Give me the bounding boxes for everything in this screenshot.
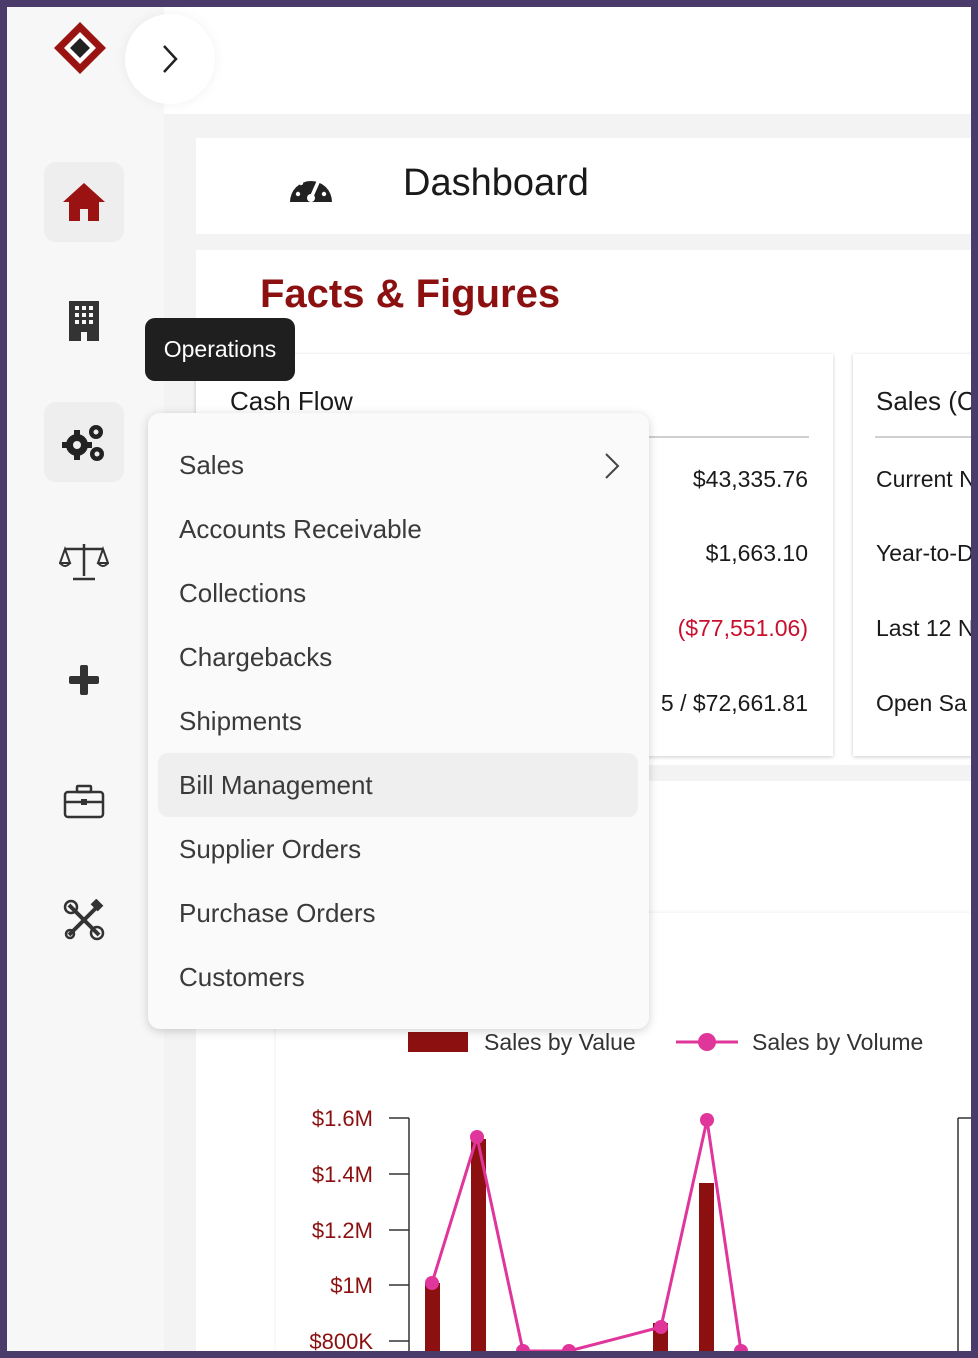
y-tick-label: $1.4M <box>312 1162 373 1187</box>
card-title: Cash Flow <box>230 386 353 416</box>
gauge-icon <box>290 175 332 202</box>
building-icon <box>69 301 99 341</box>
sidebar-item-add[interactable] <box>44 640 124 720</box>
menu-item-label: Chargebacks <box>179 641 333 672</box>
volume-point[interactable] <box>654 1320 668 1334</box>
value-bar[interactable] <box>471 1139 486 1351</box>
sidebar-item-briefcase[interactable] <box>44 761 124 841</box>
menu-item-shipments[interactable]: Shipments <box>158 689 638 753</box>
sales-card: Sales (C Current N Year-to-D Last 12 N O… <box>853 354 971 756</box>
menu-item-sales[interactable]: Sales <box>158 433 638 497</box>
y-tick-label: $1.2M <box>312 1218 373 1243</box>
menu-item-accounts-receivable[interactable]: Accounts Receivable <box>158 497 638 561</box>
sidebar-item-tools[interactable] <box>44 880 124 960</box>
legend-label-value[interactable]: Sales by Value <box>484 1029 636 1055</box>
sales-row-label: Year-to-D <box>876 540 971 566</box>
sidebar-tooltip: Operations <box>145 318 295 381</box>
y-tick-label: $800K <box>309 1329 373 1351</box>
sales-row-label: Last 12 N <box>876 615 971 641</box>
tools-icon <box>63 899 105 941</box>
menu-item-label: Accounts Receivable <box>179 513 422 544</box>
y-tick-label: $1M <box>330 1273 373 1298</box>
operations-menu: Sales Accounts Receivable Collections Charg… <box>148 413 649 1029</box>
legend-marker-volume <box>698 1033 716 1051</box>
menu-item-chargebacks[interactable]: Chargebacks <box>158 625 638 689</box>
chevron-right-icon <box>163 45 178 73</box>
card-title: Sales (C <box>876 386 971 416</box>
volume-point[interactable] <box>425 1276 439 1290</box>
menu-item-purchase-orders[interactable]: Purchase Orders <box>158 881 638 945</box>
sidebar-item-operations[interactable] <box>44 402 124 482</box>
menu-item-label: Shipments <box>179 705 302 736</box>
cash-flow-value: $1,663.10 <box>705 540 808 566</box>
sidebar-item-balance[interactable] <box>44 521 124 601</box>
cash-flow-value: $43,335.76 <box>692 466 808 492</box>
y-axis-ticks: $1.6M $1.4M $1.2M $1M $800K <box>309 1106 409 1351</box>
logo-icon <box>54 22 106 74</box>
chevron-right-icon <box>605 453 620 479</box>
volume-line <box>425 1113 748 1351</box>
gears-icon <box>62 425 104 461</box>
sales-row-label: Current N <box>876 466 971 492</box>
home-icon <box>63 183 105 221</box>
volume-point[interactable] <box>700 1113 714 1127</box>
top-bar <box>164 7 971 114</box>
menu-item-label: Bill Management <box>179 769 373 800</box>
section-title: Facts & Figures <box>260 272 561 316</box>
menu-item-label: Supplier Orders <box>179 833 362 864</box>
value-bars <box>425 1139 714 1351</box>
divider <box>875 436 971 438</box>
cash-flow-value: ($77,551.06) <box>677 615 808 641</box>
app-frame: Operations Dashboard Facts & Figures Cas… <box>7 7 971 1351</box>
value-bar[interactable] <box>425 1283 440 1351</box>
menu-item-customers[interactable]: Customers <box>158 945 638 1009</box>
sidebar-item-home[interactable] <box>44 162 124 242</box>
volume-point[interactable] <box>516 1344 530 1351</box>
plus-icon <box>69 665 99 695</box>
y-tick-label: $1.6M <box>312 1106 373 1131</box>
sidebar-item-building[interactable] <box>44 281 124 361</box>
menu-item-label: Customers <box>179 961 305 992</box>
legend-swatch-value <box>408 1032 468 1052</box>
legend-label-volume[interactable]: Sales by Volume <box>752 1029 923 1055</box>
expand-sidebar-button[interactable] <box>125 14 215 104</box>
dashboard-header: Dashboard <box>196 138 971 234</box>
menu-item-supplier-orders[interactable]: Supplier Orders <box>158 817 638 881</box>
menu-item-collections[interactable]: Collections <box>158 561 638 625</box>
menu-item-label: Collections <box>179 577 307 608</box>
briefcase-icon <box>63 784 105 819</box>
sidebar <box>7 7 164 1351</box>
volume-point[interactable] <box>470 1130 484 1144</box>
menu-item-label: Purchase Orders <box>179 897 376 928</box>
volume-point[interactable] <box>734 1344 748 1351</box>
page-title: Dashboard <box>403 162 589 204</box>
cash-flow-value: 5 / $72,661.81 <box>660 690 808 716</box>
scale-icon <box>59 544 109 581</box>
menu-item-label: Sales <box>179 449 245 480</box>
menu-item-bill-management[interactable]: Bill Management <box>158 753 638 817</box>
volume-point[interactable] <box>562 1344 576 1351</box>
sales-row-label: Open Sa <box>876 690 967 716</box>
value-bar[interactable] <box>699 1183 714 1351</box>
sales-chart: Sales by Value Sales by Volume $1.6M $1.4… <box>309 1029 971 1351</box>
